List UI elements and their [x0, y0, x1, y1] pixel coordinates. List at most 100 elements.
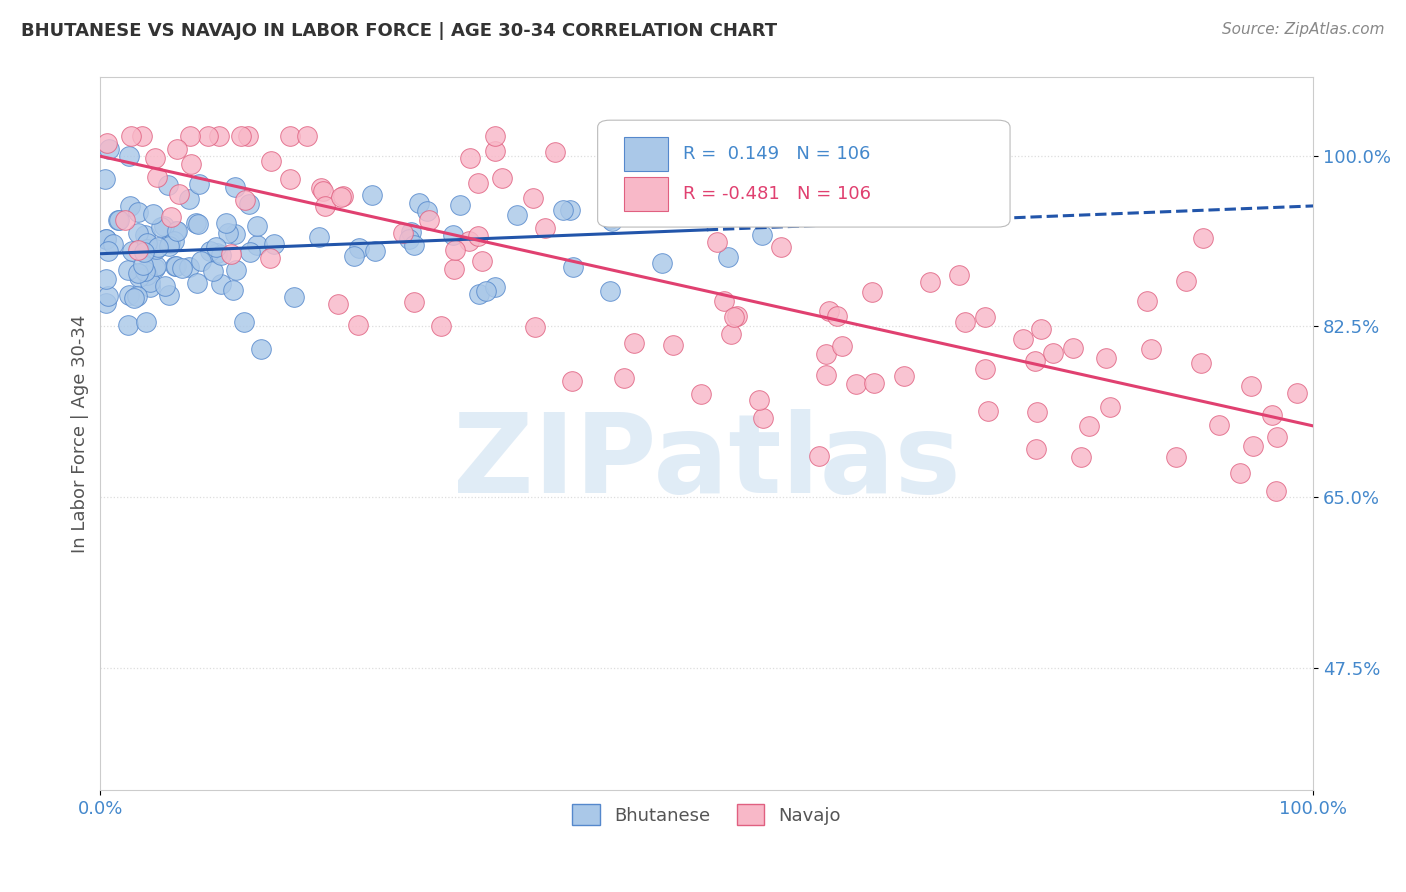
Y-axis label: In Labor Force | Age 30-34: In Labor Force | Age 30-34: [72, 315, 89, 553]
Point: [118, 149, 141, 163]
Point: [524, 320, 547, 334]
Point: [259, 251, 281, 265]
Point: [149, 220, 172, 235]
Point: [893, 368, 915, 383]
Point: [188, 177, 211, 191]
Point: [1099, 400, 1122, 414]
Point: [135, 314, 157, 328]
Legend: Bhutanese, Navajo: Bhutanese, Navajo: [564, 796, 851, 834]
Text: R = -0.481   N = 106: R = -0.481 N = 106: [682, 186, 870, 203]
Point: [134, 244, 156, 259]
Point: [418, 212, 440, 227]
Point: [238, 128, 260, 143]
Point: [441, 227, 464, 242]
Point: [128, 270, 150, 285]
Point: [135, 236, 157, 251]
Point: [190, 254, 212, 268]
Point: [96, 272, 118, 286]
Point: [484, 280, 506, 294]
Point: [364, 244, 387, 258]
Point: [127, 289, 149, 303]
Point: [690, 386, 713, 401]
Point: [347, 318, 370, 332]
Point: [1240, 379, 1263, 393]
Point: [127, 204, 149, 219]
Point: [643, 136, 665, 150]
Point: [250, 342, 273, 356]
Point: [143, 261, 166, 276]
Point: [120, 128, 142, 143]
Bar: [624, 178, 668, 211]
Point: [198, 244, 221, 259]
Point: [167, 186, 190, 201]
Point: [807, 450, 830, 464]
Point: [1042, 346, 1064, 360]
Point: [467, 176, 489, 190]
Point: [332, 188, 354, 202]
Point: [561, 374, 583, 388]
Text: R =  0.149   N = 106: R = 0.149 N = 106: [682, 145, 870, 163]
Point: [713, 294, 735, 309]
Point: [134, 228, 156, 243]
Point: [166, 224, 188, 238]
Point: [127, 266, 149, 280]
Point: [132, 258, 155, 272]
Point: [1166, 450, 1188, 465]
Point: [103, 236, 125, 251]
Point: [135, 268, 157, 283]
Point: [229, 128, 252, 143]
Point: [342, 249, 364, 263]
Point: [136, 242, 159, 256]
Point: [127, 243, 149, 257]
Point: [215, 216, 238, 230]
Point: [96, 136, 118, 150]
Point: [562, 260, 585, 274]
Point: [118, 287, 141, 301]
Point: [623, 336, 645, 351]
Point: [467, 286, 489, 301]
Point: [553, 202, 575, 217]
Point: [1265, 430, 1288, 444]
Point: [543, 145, 565, 159]
Point: [1140, 342, 1163, 356]
Point: [186, 276, 208, 290]
Point: [157, 239, 180, 253]
Point: [770, 240, 793, 254]
Point: [202, 264, 225, 278]
Point: [360, 188, 382, 202]
Point: [1208, 417, 1230, 432]
Point: [1029, 321, 1052, 335]
Point: [920, 275, 942, 289]
Point: [278, 129, 301, 144]
Point: [127, 226, 149, 240]
Text: Source: ZipAtlas.com: Source: ZipAtlas.com: [1222, 22, 1385, 37]
Point: [1260, 408, 1282, 422]
Point: [156, 178, 179, 192]
Point: [97, 289, 120, 303]
Point: [391, 226, 413, 240]
Point: [117, 318, 139, 332]
Text: BHUTANESE VS NAVAJO IN LABOR FORCE | AGE 30-34 CORRELATION CHART: BHUTANESE VS NAVAJO IN LABOR FORCE | AGE…: [21, 22, 778, 40]
Point: [131, 128, 153, 143]
Point: [522, 191, 544, 205]
Point: [184, 216, 207, 230]
Point: [145, 259, 167, 273]
Point: [1070, 450, 1092, 465]
Point: [187, 218, 209, 232]
Point: [94, 296, 117, 310]
Point: [143, 151, 166, 165]
Point: [720, 327, 742, 342]
Point: [443, 262, 465, 277]
Point: [599, 212, 621, 227]
Point: [475, 284, 498, 298]
Point: [260, 154, 283, 169]
Point: [506, 208, 529, 222]
Point: [600, 214, 623, 228]
Point: [613, 371, 636, 385]
Point: [458, 234, 481, 248]
Point: [314, 199, 336, 213]
Point: [209, 248, 232, 262]
Point: [148, 240, 170, 254]
Point: [114, 212, 136, 227]
Point: [948, 268, 970, 282]
